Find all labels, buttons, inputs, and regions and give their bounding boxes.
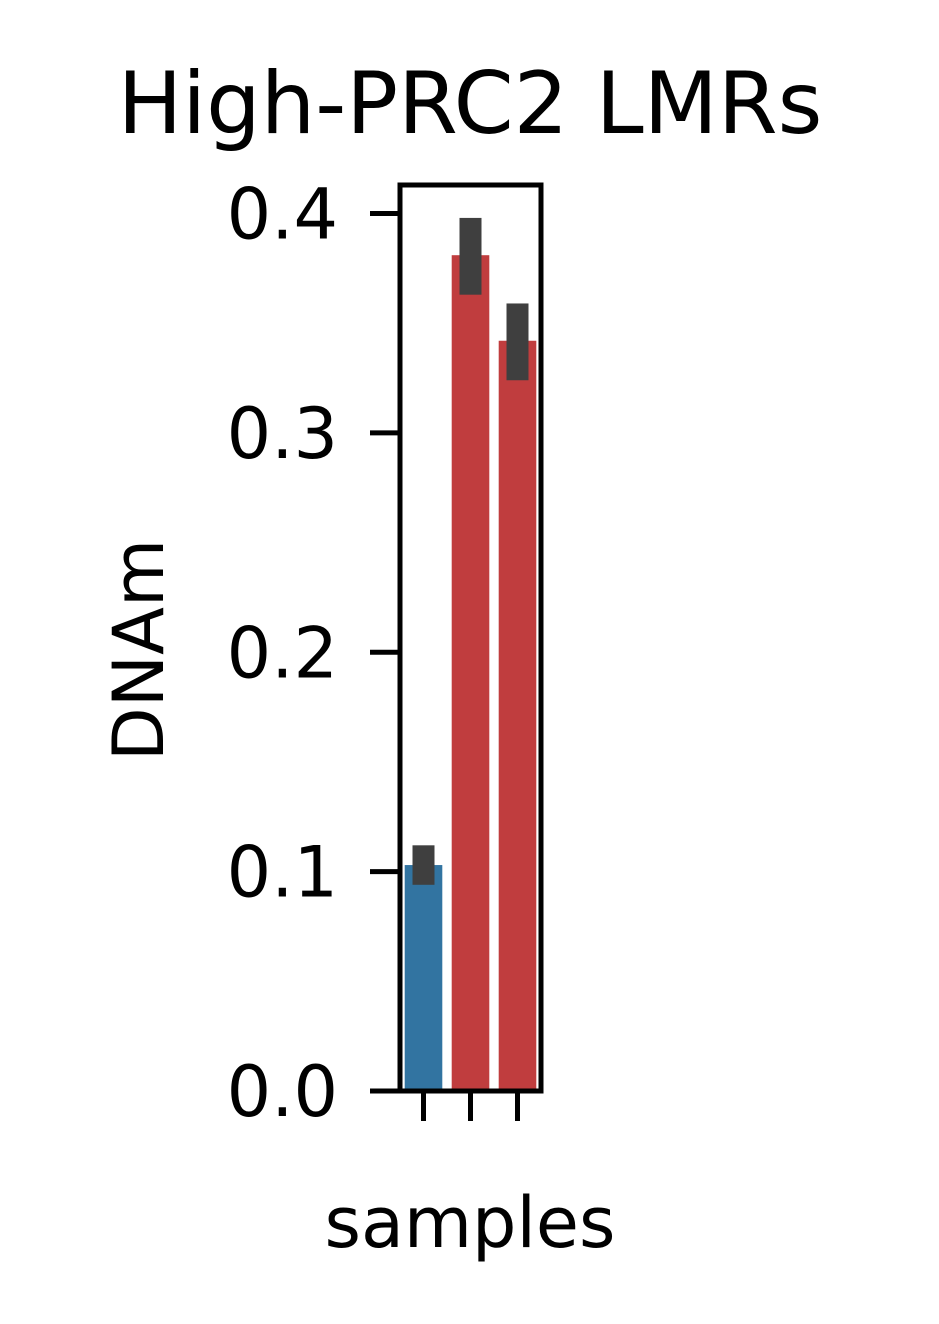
y-tick-label-5: 0.4	[227, 174, 338, 256]
error-bar-2	[459, 217, 482, 295]
x-axis-ticks	[421, 1091, 520, 1121]
error-bars-group	[412, 217, 529, 885]
y-tick-label-3: 0.2	[227, 612, 338, 694]
bar-1	[404, 865, 443, 1091]
error-bar-3	[506, 303, 529, 381]
bar-3	[498, 340, 537, 1091]
y-axis-label: DNAm	[98, 539, 180, 761]
y-tick-label-4: 0.3	[227, 393, 338, 475]
x-axis-label: samples	[325, 1182, 616, 1264]
chart-title: High-PRC2 LMRs	[118, 54, 823, 154]
y-tick-label-2: 0.1	[227, 832, 338, 914]
bar-2	[451, 255, 490, 1091]
plot-frame	[397, 182, 544, 1094]
bars-group	[404, 255, 537, 1091]
y-axis-ticks: 0.0 0.1 0.2 0.3 0.4	[227, 174, 400, 1133]
y-tick-label-1: 0.0	[227, 1051, 338, 1133]
error-bar-1	[412, 845, 435, 885]
